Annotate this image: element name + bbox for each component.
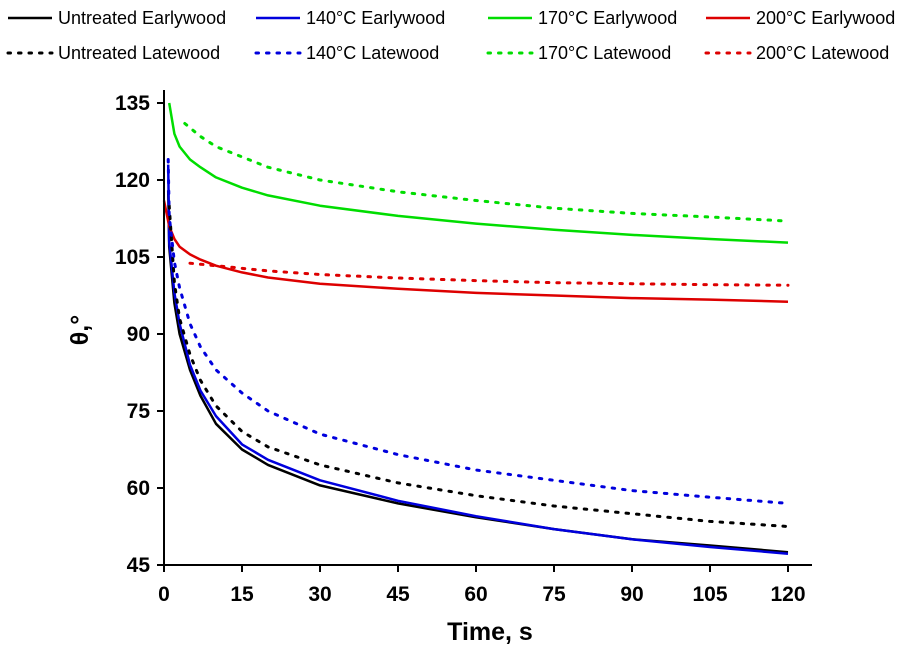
y-tick-label: 105 <box>115 246 150 269</box>
plot-lines <box>162 102 790 555</box>
series-line-200-c-latewood <box>188 261 790 287</box>
legend: Untreated Earlywood 140°C Earlywood 170°C … <box>6 8 895 63</box>
x-tick-label: 120 <box>770 583 805 606</box>
y-tick-label: 120 <box>115 169 150 192</box>
y-tick-label: 135 <box>115 92 150 115</box>
axes <box>163 90 812 566</box>
legend-label: 170°C Earlywood <box>538 8 677 28</box>
legend-label: Untreated Earlywood <box>58 8 226 28</box>
y-tick-label: 90 <box>127 323 150 346</box>
series-line-untreated-earlywood <box>166 190 789 554</box>
x-tick-label: 90 <box>620 583 643 606</box>
ticks: 0 15 30 45 60 75 90 105 120 45 60 75 90 105 120 135 <box>115 92 806 606</box>
x-tick-label: 105 <box>692 583 727 606</box>
x-tick-label: 30 <box>308 583 331 606</box>
y-tick-label: 60 <box>127 477 150 500</box>
legend-label: 200°C Latewood <box>756 43 889 63</box>
series-line-140-c-latewood <box>166 158 790 505</box>
series-line-untreated-latewood <box>167 204 790 528</box>
y-tick-label: 75 <box>127 400 151 423</box>
legend-label: 200°C Earlywood <box>756 8 895 28</box>
legend-label: Untreated Latewood <box>58 43 220 63</box>
x-tick-label: 0 <box>158 583 170 606</box>
legend-label: 140°C Latewood <box>306 43 439 63</box>
y-axis-title: θ,° <box>66 315 94 345</box>
legend-label: 170°C Latewood <box>538 43 671 63</box>
x-tick-label: 45 <box>386 583 410 606</box>
x-tick-label: 75 <box>542 583 566 606</box>
legend-label: 140°C Earlywood <box>306 8 445 28</box>
series-line-200-c-earlywood <box>162 200 789 303</box>
series-line-170-c-earlywood <box>167 102 789 244</box>
series-line-140-c-earlywood <box>166 164 789 555</box>
y-tick-label: 45 <box>127 554 151 577</box>
x-axis-title: Time, s <box>447 618 533 646</box>
x-tick-label: 15 <box>230 583 254 606</box>
x-tick-label: 60 <box>464 583 487 606</box>
series-line-170-c-latewood <box>183 122 790 223</box>
